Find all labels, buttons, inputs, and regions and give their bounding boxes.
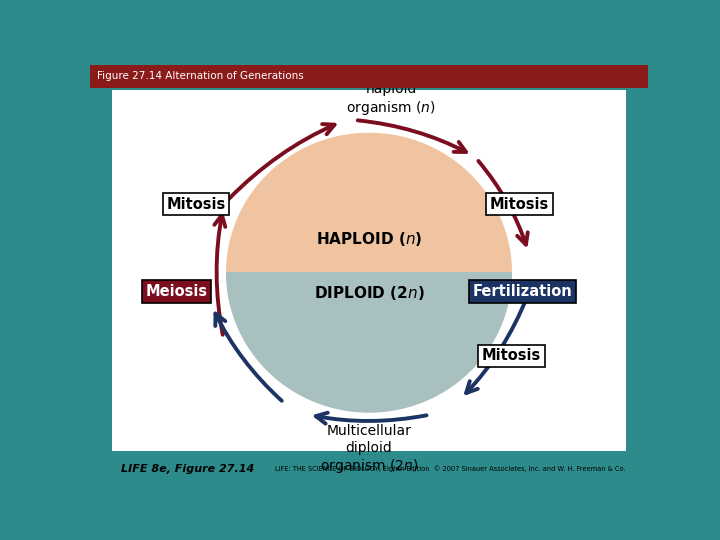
Text: Meiosis: Meiosis <box>145 284 207 299</box>
Text: LIFE 8e, Figure 27.14: LIFE 8e, Figure 27.14 <box>121 464 254 474</box>
FancyBboxPatch shape <box>90 65 648 87</box>
Polygon shape <box>227 273 511 412</box>
Text: Multicellular
haploid
organism ($n$): Multicellular haploid organism ($n$) <box>346 66 436 117</box>
Text: LIFE: THE SCIENCE OF BIOLOGY, Eighth Edition  © 2007 Sinauer Associates, Inc. an: LIFE: THE SCIENCE OF BIOLOGY, Eighth Edi… <box>275 465 626 472</box>
Text: Mitosis: Mitosis <box>166 197 225 212</box>
Text: Multicellular
diploid
organism (2$n$): Multicellular diploid organism (2$n$) <box>320 424 418 475</box>
FancyArrowPatch shape <box>215 314 282 401</box>
FancyArrowPatch shape <box>229 124 335 199</box>
FancyBboxPatch shape <box>112 90 626 451</box>
Text: Mitosis: Mitosis <box>490 197 549 212</box>
Text: Mitosis: Mitosis <box>482 348 541 363</box>
Text: Fertilization: Fertilization <box>472 284 572 299</box>
Text: DIPLOID (2$n$): DIPLOID (2$n$) <box>314 285 424 302</box>
Text: Figure 27.14 Alternation of Generations: Figure 27.14 Alternation of Generations <box>96 71 303 82</box>
Polygon shape <box>227 133 511 273</box>
FancyArrowPatch shape <box>466 296 527 393</box>
FancyArrowPatch shape <box>316 413 426 424</box>
Text: HAPLOID ($n$): HAPLOID ($n$) <box>316 231 422 248</box>
FancyArrowPatch shape <box>478 161 528 245</box>
FancyArrowPatch shape <box>215 215 225 335</box>
FancyArrowPatch shape <box>358 120 466 152</box>
